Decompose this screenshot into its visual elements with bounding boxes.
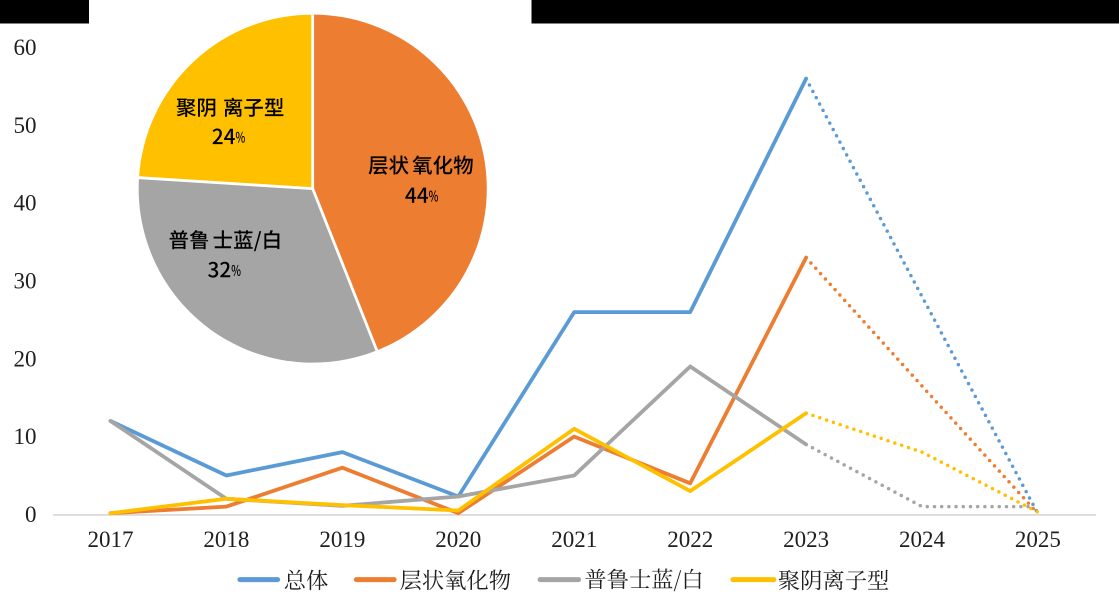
svg-text:30: 30 [14, 268, 37, 293]
svg-text:10: 10 [14, 424, 37, 449]
svg-text:2021: 2021 [551, 527, 597, 552]
svg-text:2020: 2020 [435, 527, 481, 552]
svg-text:2025: 2025 [1015, 527, 1061, 552]
svg-text:40: 40 [14, 191, 37, 216]
svg-text:2018: 2018 [203, 527, 249, 552]
svg-text:60: 60 [14, 35, 37, 60]
svg-text:2019: 2019 [319, 527, 365, 552]
svg-text:0: 0 [25, 502, 37, 527]
svg-text:50: 50 [14, 113, 37, 138]
svg-text:2017: 2017 [88, 527, 134, 552]
svg-text:2024: 2024 [899, 527, 946, 552]
svg-text:20: 20 [14, 346, 37, 371]
svg-text:2023: 2023 [783, 527, 829, 552]
svg-text:2022: 2022 [667, 527, 713, 552]
